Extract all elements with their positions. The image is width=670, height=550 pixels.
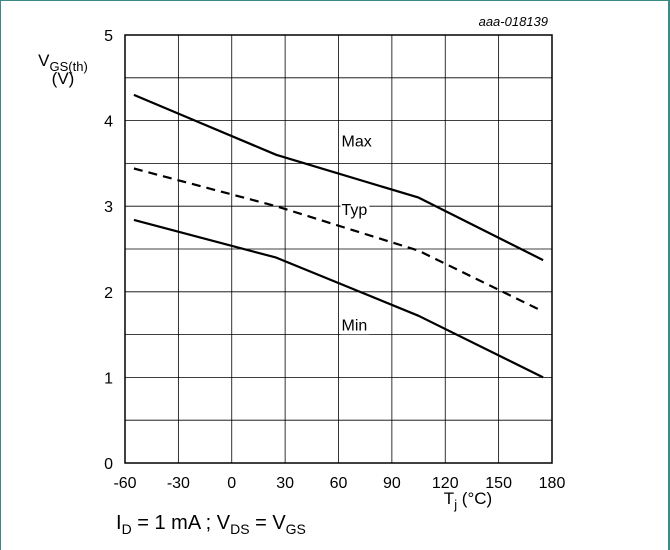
series-label-bg [340, 200, 370, 219]
series-label-max: Max [342, 133, 372, 150]
x-tick-label: 0 [227, 475, 236, 492]
grid [124, 34, 553, 464]
series-layer: Max Typ Min [133, 93, 544, 379]
x-tick-label: 90 [383, 475, 401, 492]
x-tick-label: 120 [432, 475, 459, 492]
condition-part-2: = 1 mA ; V [131, 512, 231, 534]
condition-part-1: I [116, 512, 122, 534]
series-line-max [133, 93, 544, 262]
y-axis-unit: (V) [52, 69, 75, 88]
x-tick-label: 60 [330, 475, 348, 492]
x-axis-label-main: T [444, 489, 454, 508]
y-tick-label: 4 [104, 114, 113, 131]
series-label-bg [340, 316, 370, 335]
series-line-min [133, 218, 544, 379]
condition-sub-1: D [121, 521, 132, 537]
series-label-typ: Typ [342, 202, 368, 219]
x-axis-label-sub: j [453, 497, 457, 512]
y-tick-label: 0 [104, 456, 113, 473]
x-tick-label: 150 [485, 475, 512, 492]
x-axis-label: Tj (°C) [444, 489, 492, 512]
y-tick-label: 3 [104, 199, 113, 216]
x-axis-label-unit: (°C) [457, 489, 492, 508]
y-tick-label: 1 [104, 370, 113, 387]
series-label-min: Min [342, 317, 368, 334]
y-axis-label: VGS(th) [38, 51, 88, 74]
figure-id: aaa-018139 [479, 14, 548, 29]
plot-area [124, 34, 553, 464]
y-tick-label: 2 [104, 285, 113, 302]
series-label-bg [340, 132, 374, 151]
condition-sub-3: GS [285, 521, 306, 537]
condition-part-3: = V [249, 512, 286, 534]
x-tick-label: 180 [539, 475, 566, 492]
x-tick-label: -60 [113, 475, 136, 492]
y-axis-label-main: V [38, 51, 50, 70]
condition-sub-2: DS [230, 521, 250, 537]
y-tick-label: 5 [104, 28, 113, 45]
test-condition: ID = 1 mA ; VDS = VGS [116, 512, 306, 537]
x-tick-label: 30 [276, 475, 294, 492]
series-line-typ [133, 167, 544, 313]
tick-labels: -60 -30 0 30 60 90 120 150 180 0 1 2 3 4 5 [104, 28, 565, 492]
y-axis-label-sub: GS(th) [50, 59, 88, 74]
x-tick-label: -30 [167, 475, 190, 492]
